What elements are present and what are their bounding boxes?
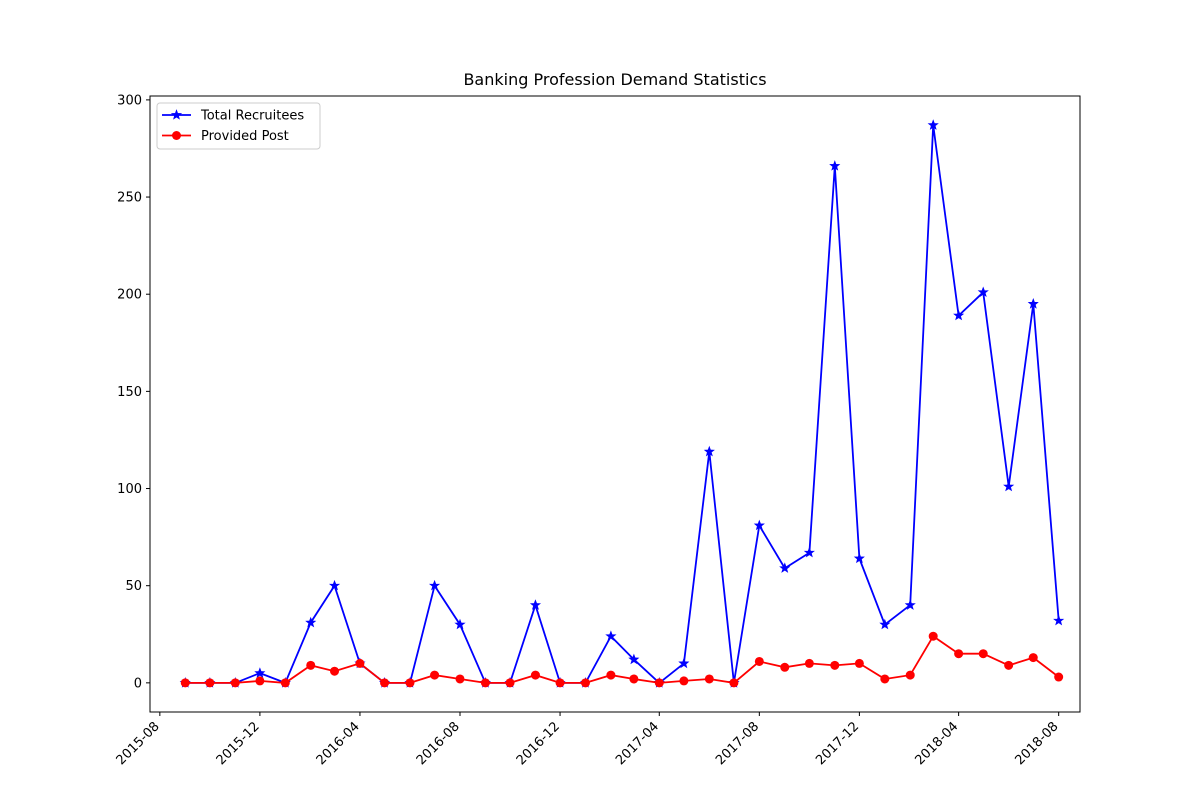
provided-post-point	[754, 656, 764, 666]
total-recruitees-point	[328, 579, 341, 591]
provided-post-point	[880, 674, 890, 684]
x-tick-label: 2017-04	[613, 719, 662, 768]
x-tick-label: 2018-04	[912, 719, 961, 768]
legend-label-provided-post: Provided Post	[201, 129, 289, 144]
x-tick-label: 2017-12	[813, 719, 862, 768]
provided-post-point	[928, 631, 938, 641]
total-recruitees-point	[1027, 298, 1039, 309]
total-recruitees-point	[628, 653, 640, 665]
total-recruitees-point	[529, 599, 542, 610]
provided-post-point	[306, 660, 316, 670]
provided-post-point	[854, 658, 864, 668]
x-tick-label: 2018-08	[1012, 719, 1061, 768]
provided-post-point	[505, 678, 515, 688]
provided-post-point	[205, 678, 215, 688]
total-recruitees-point	[605, 630, 617, 642]
total-recruitees-point	[904, 599, 916, 610]
total-recruitees-point	[977, 286, 989, 297]
provided-post-point	[455, 674, 465, 684]
y-tick-label: 300	[117, 93, 142, 108]
provided-post-point	[180, 678, 190, 688]
total-recruitees-point	[678, 657, 690, 669]
x-tick-label: 2016-12	[514, 719, 563, 768]
y-tick-label: 200	[117, 288, 142, 303]
total-recruitees-point	[803, 546, 815, 558]
provided-post-point	[530, 670, 540, 680]
chart-title: Banking Profession Demand Statistics	[463, 70, 767, 89]
provided-post-point	[729, 678, 739, 688]
provided-post-point	[580, 678, 590, 688]
provided-post-point	[780, 662, 790, 672]
provided-post-point	[1054, 672, 1064, 682]
provided-post-point	[606, 670, 616, 680]
y-tick-label: 50	[125, 579, 142, 594]
total-recruitees-point	[953, 309, 965, 321]
provided-post-point	[1004, 660, 1014, 670]
total-recruitees-point	[454, 618, 466, 630]
provided-post-point	[629, 674, 639, 684]
provided-post-point	[830, 660, 840, 670]
provided-post-point	[905, 670, 915, 680]
provided-post-point	[330, 666, 340, 676]
provided-post-point	[679, 676, 689, 686]
total-recruitees-point	[927, 119, 939, 130]
total-recruitees-point	[1053, 614, 1065, 626]
legend-label-total-recruitees: Total Recruitees	[200, 109, 304, 124]
total-recruitees-point	[753, 519, 765, 531]
total-recruitees-point	[254, 667, 266, 678]
provided-post-point	[230, 678, 240, 688]
plot-frame	[149, 95, 1081, 713]
x-tick-label: 2015-08	[114, 719, 163, 768]
total-recruitees-point	[829, 160, 841, 171]
provided-post-point	[978, 649, 988, 659]
provided-post-point	[480, 678, 490, 688]
provided-post-point	[704, 674, 714, 684]
x-tick-label: 2016-04	[314, 719, 363, 768]
provided-post-point	[380, 678, 390, 688]
provided-post-point	[954, 649, 964, 659]
y-tick-label: 250	[117, 191, 142, 206]
provided-post-point	[255, 676, 265, 686]
total-recruitees-line	[185, 124, 1060, 685]
x-tick-label: 2017-08	[713, 719, 762, 768]
total-recruitees-point	[428, 579, 441, 591]
legend-marker-provided-post	[172, 131, 181, 140]
legend-box	[156, 102, 321, 150]
y-tick-label: 150	[117, 385, 142, 400]
total-recruitees-point	[879, 618, 891, 630]
total-recruitees-point	[1003, 480, 1015, 492]
total-recruitees-point	[703, 445, 715, 457]
provided-post-point	[355, 658, 365, 668]
total-recruitees-point	[853, 552, 865, 564]
y-tick-label: 100	[117, 482, 142, 497]
provided-post-point	[654, 678, 664, 688]
legend: Total Recruitees Provided Post	[156, 102, 321, 150]
provided-post-point	[555, 678, 565, 688]
total-recruitees-point	[779, 562, 791, 573]
total-recruitees-point	[305, 616, 317, 628]
x-tick-label: 2016-08	[414, 719, 463, 768]
provided-post-point	[1028, 653, 1038, 663]
y-tick-label: 0	[134, 676, 142, 691]
provided-post-point	[280, 678, 290, 688]
x-tick-label: 2015-12	[214, 719, 263, 768]
legend-marker-total-recruitees	[170, 109, 183, 120]
provided-post-point	[430, 670, 440, 680]
provided-post-point	[804, 658, 814, 668]
provided-post-line	[185, 634, 1060, 684]
provided-post-point	[405, 678, 415, 688]
